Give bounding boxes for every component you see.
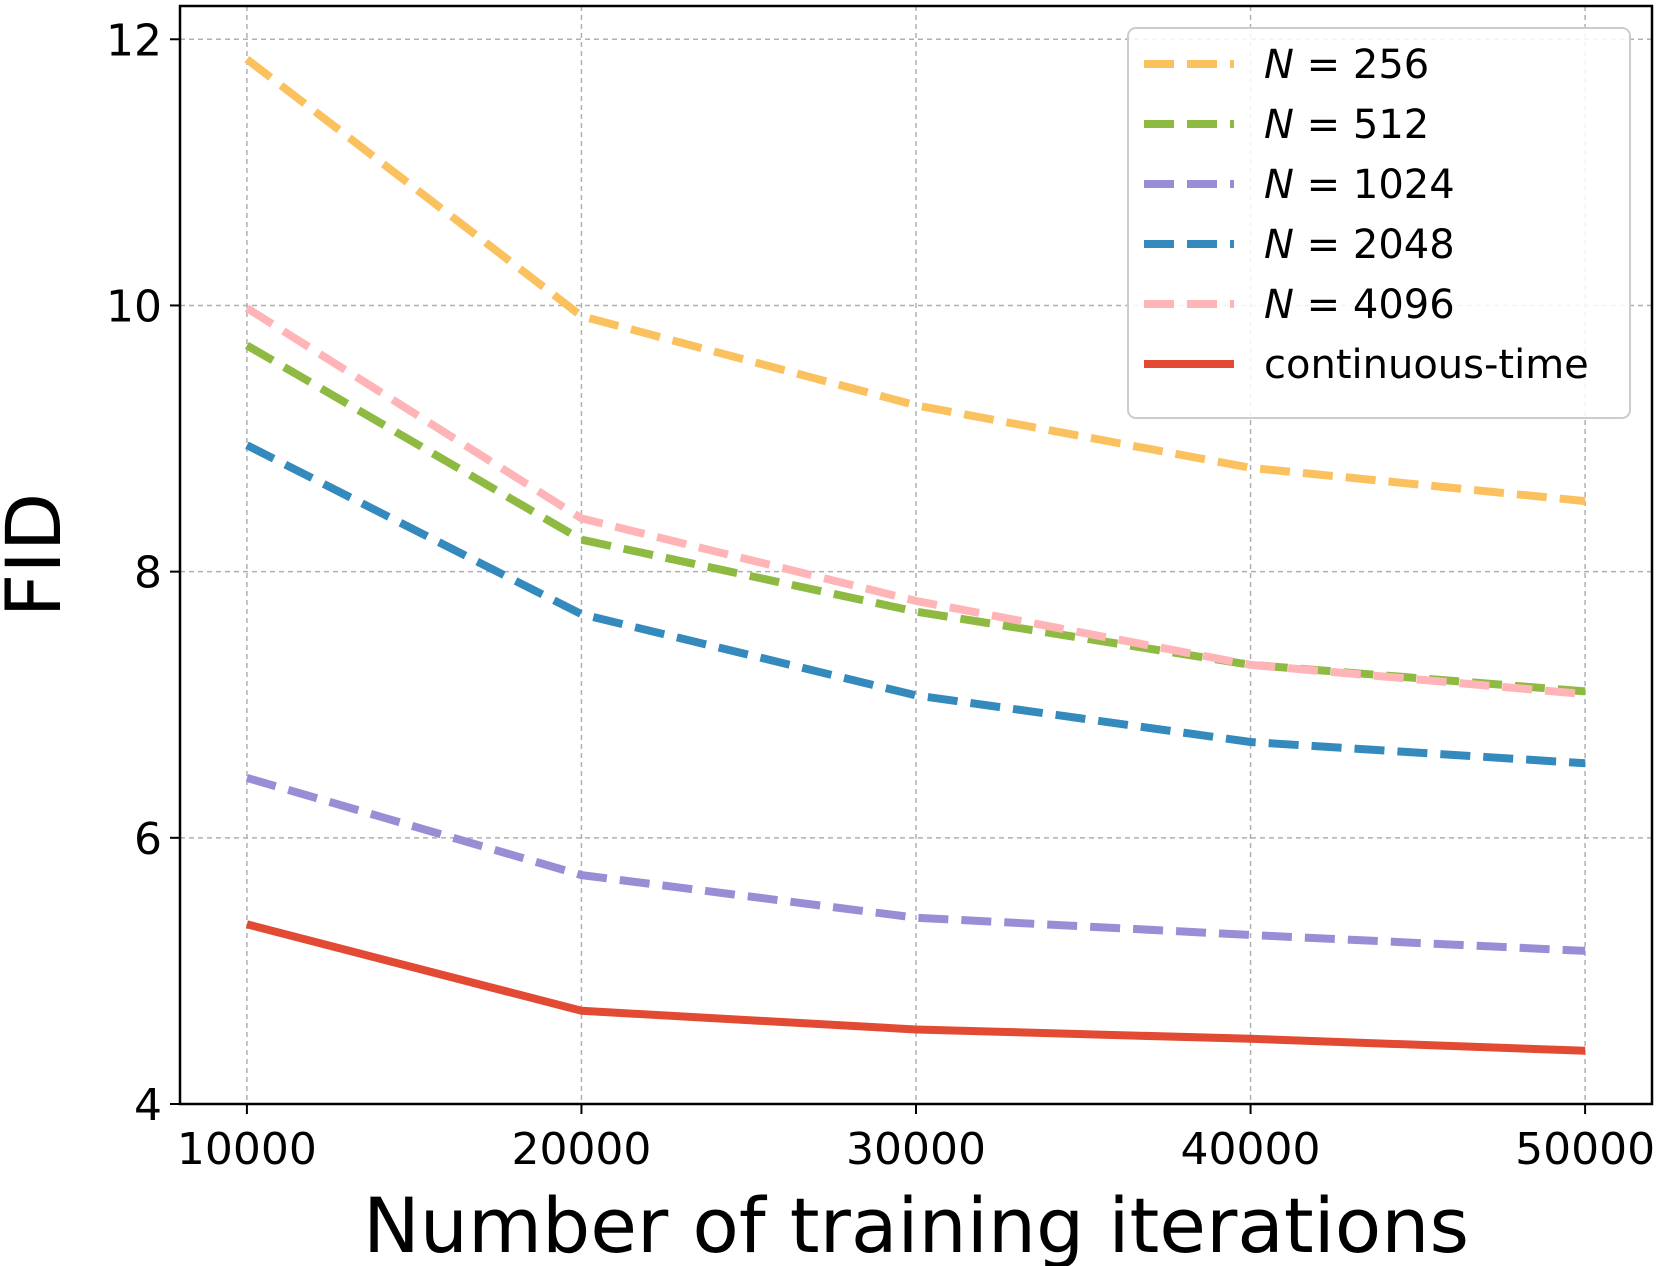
data-point-n-256 bbox=[1585, 501, 1586, 502]
data-point-n-1024 bbox=[581, 875, 582, 876]
y-tick-label: 8 bbox=[134, 548, 162, 599]
x-tick-label: 30000 bbox=[846, 1124, 986, 1175]
data-point-continuous-time bbox=[246, 924, 247, 925]
y-tick-label: 4 bbox=[134, 1080, 162, 1131]
series-line-n-2048 bbox=[245, 441, 1586, 768]
legend-label-n-2048: N = 2048 bbox=[1264, 222, 1455, 268]
series-line-continuous-time bbox=[245, 920, 1586, 1055]
y-tick-label: 10 bbox=[106, 281, 162, 332]
data-point-n-2048 bbox=[1585, 763, 1586, 764]
data-point-n-4096 bbox=[581, 518, 582, 519]
y-tick-label: 6 bbox=[134, 814, 162, 865]
x-tick-label: 50000 bbox=[1515, 1124, 1655, 1175]
data-point-n-1024 bbox=[1585, 950, 1586, 951]
data-point-n-4096 bbox=[1585, 694, 1586, 695]
data-point-n-2048 bbox=[916, 695, 917, 696]
y-tick-label: 12 bbox=[106, 15, 162, 66]
data-point-n-512 bbox=[1585, 691, 1586, 692]
data-point-n-256 bbox=[581, 316, 582, 317]
series-line-n-256 bbox=[244, 56, 1586, 506]
legend-label-n-256: N = 256 bbox=[1264, 42, 1429, 88]
data-point-n-4096 bbox=[916, 600, 917, 601]
data-point-n-2048 bbox=[1250, 741, 1251, 742]
data-point-n-256 bbox=[246, 59, 247, 60]
data-point-n-512 bbox=[246, 345, 247, 346]
x-tick-label: 20000 bbox=[511, 1124, 651, 1175]
data-point-n-1024 bbox=[246, 777, 247, 778]
data-point-continuous-time bbox=[1250, 1038, 1251, 1039]
data-point-n-1024 bbox=[916, 917, 917, 918]
y-axis-ticks: 4 6 8 10 12 bbox=[106, 15, 180, 1131]
y-axis-title: FID bbox=[0, 493, 78, 618]
data-point-n-1024 bbox=[1250, 934, 1251, 935]
series-layer bbox=[244, 56, 1586, 1055]
data-point-n-4096 bbox=[1250, 664, 1251, 665]
legend-label-n-4096: N = 4096 bbox=[1264, 282, 1455, 328]
series-line-n-1024 bbox=[245, 774, 1586, 955]
x-axis-ticks: 10000 20000 30000 40000 50000 bbox=[177, 1104, 1655, 1175]
data-point-n-4096 bbox=[246, 308, 247, 309]
legend: N = 256 N = 512 N = 1024 N = 2048 N = 4096 co… bbox=[1127, 27, 1631, 419]
series-line-n-4096 bbox=[244, 304, 1586, 699]
data-point-n-2048 bbox=[581, 614, 582, 615]
legend-label-n-512: N = 512 bbox=[1264, 102, 1429, 148]
legend-label-n-1024: N = 1024 bbox=[1264, 162, 1455, 208]
data-point-n-256 bbox=[916, 405, 917, 406]
data-point-continuous-time bbox=[1585, 1050, 1586, 1051]
data-point-n-256 bbox=[1250, 467, 1251, 468]
data-point-n-2048 bbox=[246, 445, 247, 446]
series-line-n-512 bbox=[244, 341, 1586, 696]
data-point-continuous-time bbox=[916, 1029, 917, 1030]
x-tick-label: 40000 bbox=[1181, 1124, 1321, 1175]
x-tick-label: 10000 bbox=[177, 1124, 317, 1175]
legend-box bbox=[1127, 27, 1631, 419]
legend-label-continuous-time: continuous-time bbox=[1264, 342, 1589, 388]
data-point-n-512 bbox=[581, 539, 582, 540]
data-point-n-512 bbox=[916, 611, 917, 612]
x-axis-title: Number of training iterations bbox=[363, 1181, 1469, 1266]
data-point-continuous-time bbox=[581, 1010, 582, 1011]
